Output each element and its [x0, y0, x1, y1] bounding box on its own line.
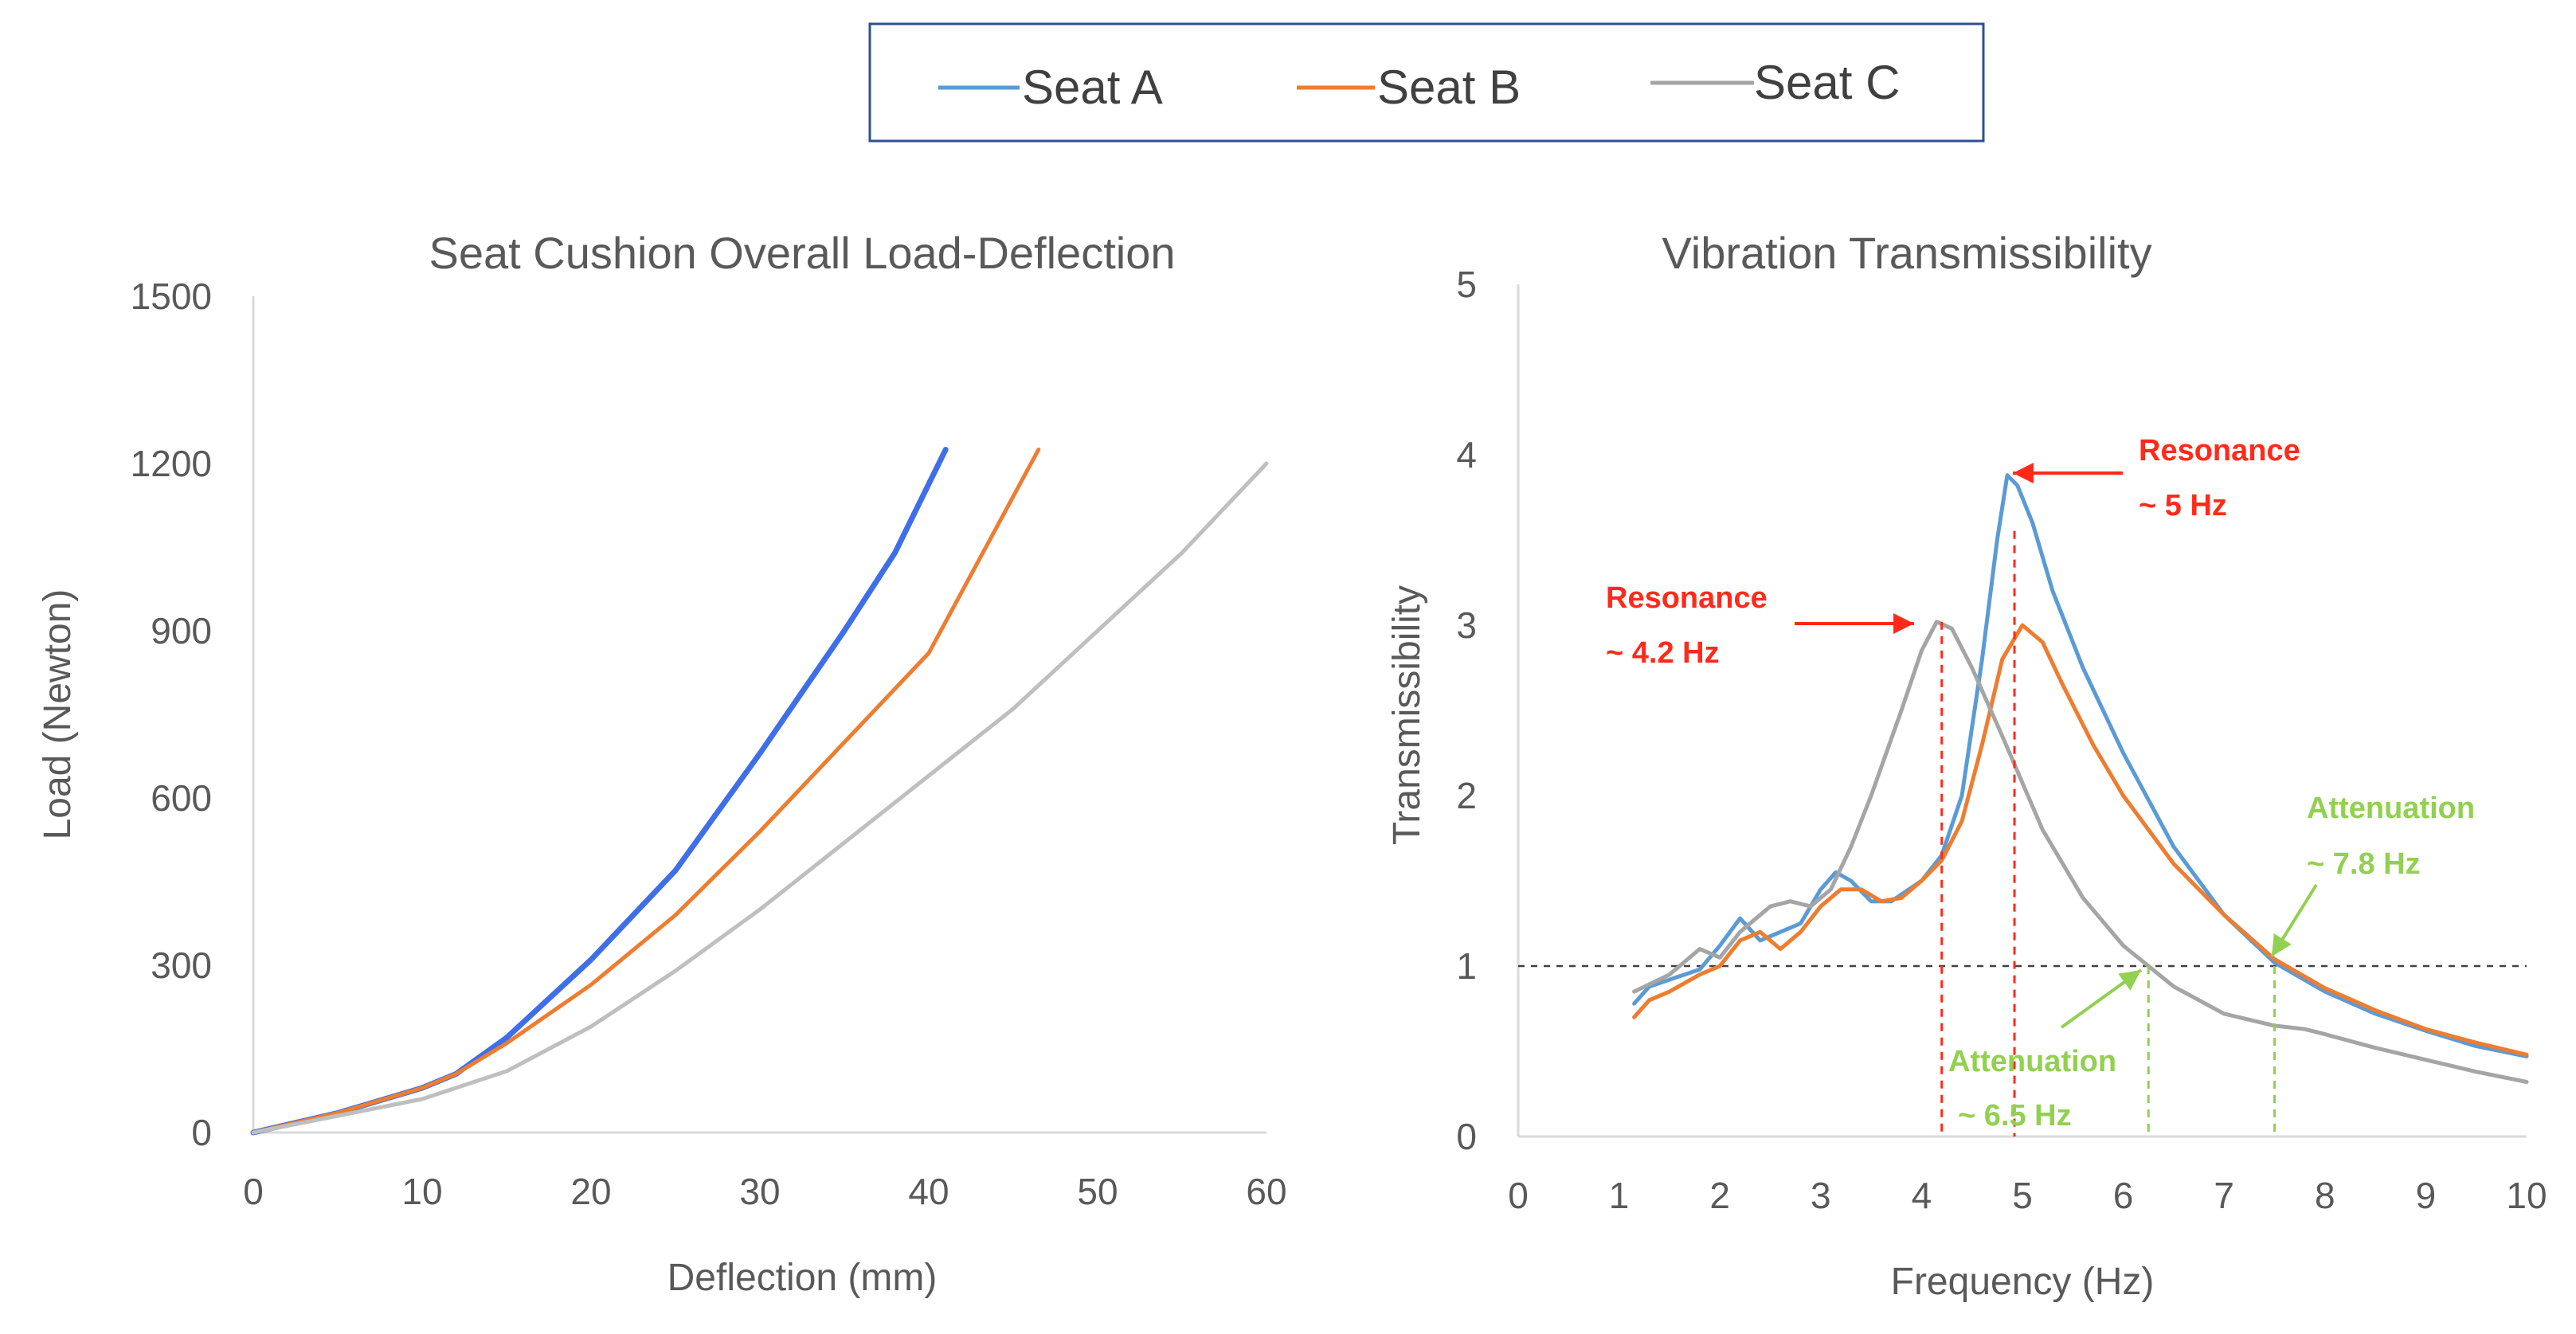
x-tick-label: 0: [243, 1171, 264, 1212]
annotation-label: ~ 6.5 Hz: [1958, 1099, 2072, 1133]
y-tick-label: 300: [151, 945, 212, 986]
series-lines: [1632, 473, 2529, 1084]
legend-box: [868, 22, 1985, 143]
transmissibility-chart: Vibration Transmissibility 0 1 2 3 4 5 0 1 2 3 4 5…: [1386, 228, 2547, 1303]
x-tick-label: 5: [2012, 1175, 2033, 1216]
legend-label-seat-a: Seat A: [1022, 61, 1163, 114]
y-tick-label: 900: [151, 610, 212, 651]
y-axis-title: Transmissibility: [1386, 585, 1428, 845]
annotation-arrowhead: [2272, 933, 2292, 956]
annotation-label: Resonance: [1606, 581, 1768, 615]
series-line-seat-b: [1632, 623, 2529, 1057]
chart-title: Vibration Transmissibility: [1662, 228, 2151, 278]
x-tick-label: 40: [908, 1171, 949, 1212]
annotation-label: ~ 5 Hz: [2139, 489, 2227, 522]
annotation-arrowhead: [2013, 463, 2034, 483]
annotations: Resonance ~ 5 Hz Resonance ~ 4.2 Hz Attenuat…: [1606, 434, 2475, 1136]
series-line-seat-c: [1632, 620, 2529, 1084]
y-tick-labels: 0 300 600 900 1200 1500: [131, 276, 212, 1153]
x-tick-label: 60: [1246, 1171, 1286, 1212]
x-tick-label: 1: [1609, 1175, 1630, 1216]
y-tick-label: 5: [1456, 264, 1477, 305]
x-tick-labels: 0 1 2 3 4 5 6 7 8 9 10: [1508, 1175, 2547, 1216]
x-axis-title: Deflection (mm): [667, 1257, 938, 1299]
x-tick-label: 4: [1912, 1175, 1932, 1216]
series-line-seat-b: [251, 448, 1041, 1135]
x-axis-title: Frequency (Hz): [1891, 1261, 2155, 1303]
chart-title: Seat Cushion Overall Load-Deflection: [429, 228, 1176, 278]
series-line-seat-a: [1632, 473, 2529, 1058]
y-tick-label: 1200: [131, 443, 212, 484]
series-line-seat-a: [250, 447, 949, 1136]
x-tick-label: 8: [2315, 1175, 2335, 1216]
y-tick-labels: 0 1 2 3 4 5: [1456, 264, 1477, 1157]
series-lines: [250, 447, 1269, 1136]
x-tick-label: 20: [570, 1171, 611, 1212]
x-tick-label: 0: [1508, 1175, 1529, 1216]
load-deflection-chart: Seat Cushion Overall Load-Deflection 0 30…: [37, 228, 1287, 1299]
annotation-label: Attenuation: [1948, 1045, 2116, 1078]
y-tick-label: 2: [1456, 775, 1477, 816]
series-line-seat-c: [251, 461, 1269, 1135]
y-tick-label: 3: [1456, 604, 1477, 646]
y-tick-label: 1: [1456, 945, 1477, 987]
y-tick-label: 0: [1456, 1116, 1477, 1157]
x-tick-label: 7: [2214, 1175, 2234, 1216]
annotation-arrowhead: [1893, 613, 1914, 634]
x-tick-label: 30: [739, 1171, 780, 1212]
legend-label-seat-c: Seat C: [1754, 56, 1900, 109]
annotation-label: Attenuation: [2307, 792, 2475, 825]
legend-label-seat-b: Seat B: [1377, 61, 1521, 114]
x-tick-label: 9: [2416, 1175, 2437, 1216]
legend: Seat A Seat B Seat C: [868, 22, 1985, 143]
x-tick-label: 6: [2113, 1175, 2134, 1216]
y-tick-label: 600: [151, 777, 212, 819]
x-tick-labels: 0 10 20 30 40 50 60: [243, 1171, 1286, 1212]
y-tick-label: 1500: [131, 276, 212, 317]
x-tick-label: 2: [1709, 1175, 1730, 1216]
x-tick-label: 10: [401, 1171, 442, 1212]
annotation-label: ~ 7.8 Hz: [2307, 847, 2421, 881]
annotation-label: ~ 4.2 Hz: [1606, 636, 1720, 670]
x-tick-label: 50: [1077, 1171, 1118, 1212]
y-tick-label: 0: [191, 1112, 212, 1153]
y-tick-label: 4: [1456, 434, 1477, 475]
annotation-label: Resonance: [2139, 434, 2300, 467]
y-axis-title: Load (Newton): [37, 589, 79, 840]
x-tick-label: 10: [2506, 1175, 2547, 1216]
annotation-arrowhead: [2118, 970, 2141, 991]
x-tick-label: 3: [1811, 1175, 1831, 1216]
